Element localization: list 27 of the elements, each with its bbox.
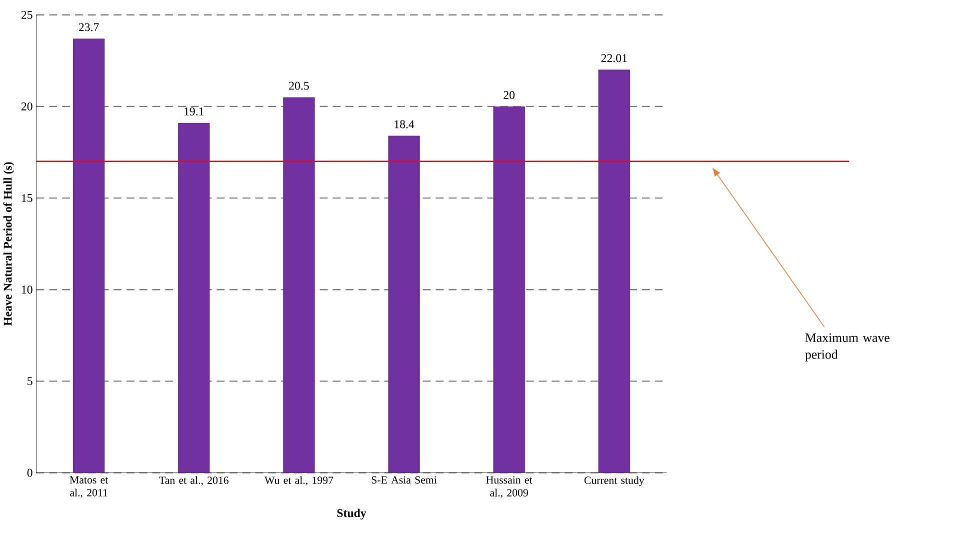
- bar: [283, 97, 315, 473]
- data-label: 19.1: [184, 107, 204, 116]
- bar: [178, 122, 210, 473]
- x-tick-label: Current study: [584, 476, 644, 486]
- x-tick-label: Wu et al., 1997: [264, 476, 334, 486]
- y-tick-label: 15: [22, 194, 32, 202]
- data-label: 23.7: [78, 23, 99, 32]
- data-label: 20: [504, 90, 515, 99]
- x-tick-label: S-E Asia Semi: [372, 476, 437, 484]
- x-tick-label: Matos et al., 2011: [70, 476, 108, 498]
- y-tick-label: 5: [28, 377, 32, 386]
- bar: [493, 106, 525, 473]
- data-label: 18.4: [394, 120, 414, 128]
- data-label: 20.5: [289, 82, 309, 90]
- bar: [598, 70, 630, 473]
- x-axis-title: Study: [337, 508, 366, 520]
- x-tick-label: Tan et al., 2016: [159, 476, 228, 486]
- bar: [388, 136, 420, 473]
- y-tick-label: 20: [21, 102, 32, 110]
- x-tick-label: Hussain et al., 2009: [486, 476, 532, 498]
- y-tick-label: 25: [21, 10, 32, 19]
- data-label: 22.01: [601, 54, 627, 62]
- bar: [72, 38, 105, 473]
- text: Maximum wave period: [805, 333, 890, 362]
- y-tick-label: 10: [22, 286, 32, 294]
- y-tick-label: 0: [27, 468, 32, 477]
- y-axis-title: Heave Natural Period of Hull (s): [3, 162, 14, 326]
